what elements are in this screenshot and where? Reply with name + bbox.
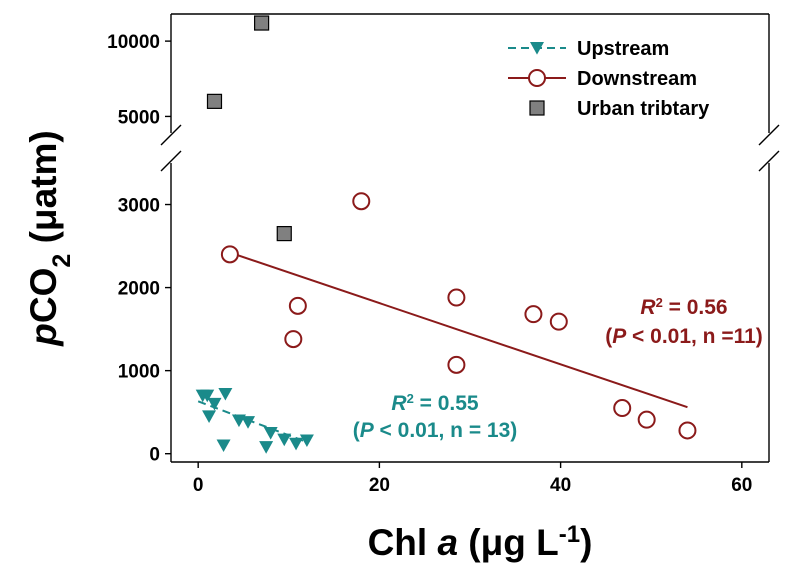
downstream-annotation: R2 = 0.56 (P < 0.01, n =11): [605, 295, 763, 349]
legend: Upstream Downstream Urban tribtary: [508, 38, 710, 120]
y-tick-label: 0: [149, 445, 160, 466]
upstream-point: [216, 439, 231, 453]
upstream-r2-label: R2 = 0.55: [391, 391, 479, 416]
downstream-point: [613, 399, 632, 418]
x-tick-label: 20: [369, 475, 390, 496]
urban-tribtary-point: [276, 225, 292, 242]
downstream-point: [352, 192, 371, 211]
downstream-point: [637, 410, 656, 429]
y-tick-label: 5000: [118, 107, 160, 128]
downstream-legend-marker: [528, 69, 546, 87]
left-break-mark-top: [160, 124, 182, 146]
left-break-mark-bottom: [160, 150, 182, 172]
axis-ticks: 0 20 40 60 0 1000 2000 3000 5000 10000: [107, 32, 752, 496]
downstream-point: [524, 305, 543, 324]
upstream-point: [207, 397, 222, 411]
downstream-legend-label: Downstream: [577, 68, 697, 90]
upstream-annotation: R2 = 0.55 (P < 0.01, n = 13): [353, 391, 518, 443]
y-tick-label: 1000: [118, 362, 160, 383]
upstream-legend-label: Upstream: [577, 38, 669, 60]
y-tick-label: 10000: [107, 32, 160, 53]
y-tick-label: 3000: [118, 196, 160, 217]
downstream-point: [447, 288, 466, 307]
downstream-point: [447, 355, 466, 374]
upstream-point: [200, 389, 215, 403]
urban-tribtary-legend-label: Urban tribtary: [577, 98, 710, 120]
x-tick-label: 40: [550, 475, 571, 496]
upstream-legend-marker: [530, 42, 544, 55]
upstream-point: [218, 387, 233, 401]
upstream-point: [202, 410, 217, 423]
upstream-stats-label: (P < 0.01, n = 13): [353, 419, 518, 442]
upstream-point: [241, 416, 256, 429]
right-break-mark-bottom: [758, 150, 780, 172]
lower-panel-frame: [170, 163, 770, 463]
x-tick-label: 60: [731, 475, 752, 496]
upstream-point: [263, 426, 278, 440]
x-tick-label: 0: [193, 475, 204, 496]
x-axis-title: Chl a (μg L-1): [368, 521, 593, 564]
downstream-stats-label: (P < 0.01, n =11): [605, 325, 763, 348]
downstream-point: [549, 312, 568, 331]
downstream-point: [288, 296, 307, 315]
right-break-mark-top: [758, 124, 780, 146]
urban-tribtary-point: [206, 93, 223, 109]
upstream-point: [299, 434, 314, 448]
urban-tribtary-point: [254, 15, 270, 31]
upper-panel-frame: [170, 13, 770, 133]
urban-tribtary-legend-marker: [529, 100, 545, 116]
downstream-point: [284, 330, 303, 349]
data-points: [195, 15, 697, 454]
downstream-point: [678, 421, 697, 440]
upstream-point: [259, 441, 274, 454]
axis-break-marks: [160, 124, 780, 172]
downstream-point: [220, 245, 239, 264]
downstream-fit-line: [225, 250, 688, 409]
downstream-r2-label: R2 = 0.56: [640, 295, 727, 320]
upstream-point: [289, 437, 304, 451]
y-axis-title: pCO2 (μatm): [23, 130, 76, 346]
upstream-point: [277, 433, 292, 447]
y-tick-label: 2000: [118, 279, 160, 300]
